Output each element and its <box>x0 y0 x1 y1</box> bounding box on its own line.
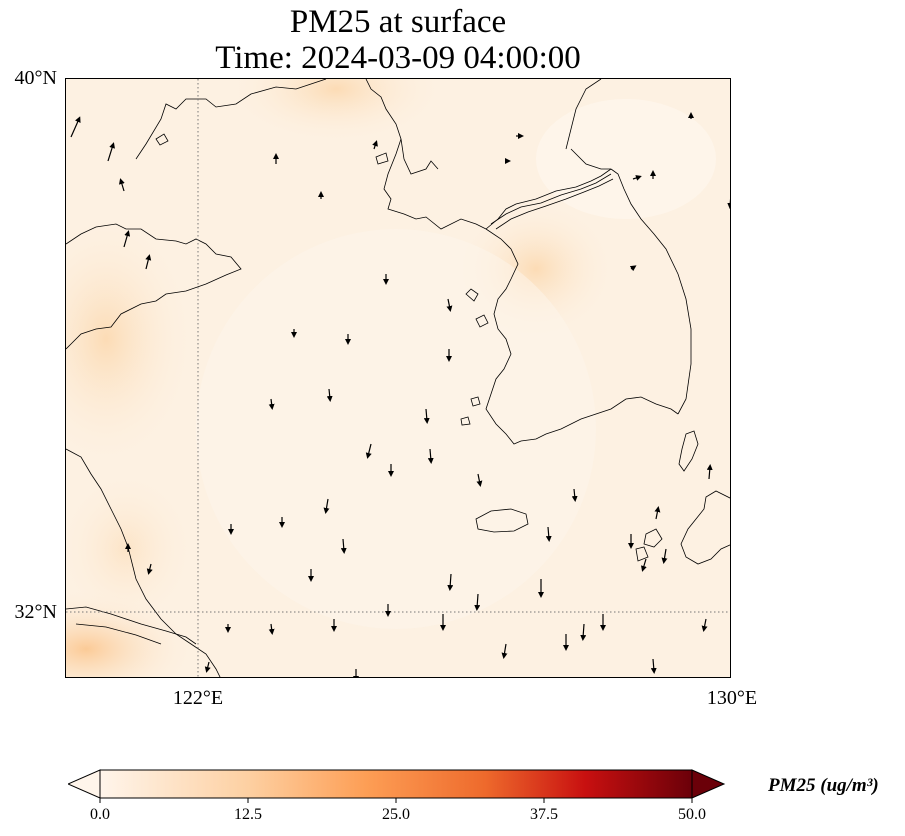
wind-arrow <box>204 661 211 673</box>
wind-arrow <box>323 498 330 514</box>
wind-arrow <box>501 643 508 659</box>
colorbar-tick-50: 50.0 <box>678 806 706 823</box>
gridlines <box>66 79 730 677</box>
wind-arrow <box>701 618 708 632</box>
wind-arrow <box>571 488 578 502</box>
wind-arrow <box>123 230 131 248</box>
wind-arrow <box>727 198 730 209</box>
wind-arrow <box>650 658 657 674</box>
wind-arrow <box>545 526 552 542</box>
wind-arrow <box>474 593 481 611</box>
wind-arrow <box>447 573 454 591</box>
map-title: PM25 at surface Time: 2024-03-09 04:00:0… <box>65 4 731 76</box>
lat-label-32n: 32°N <box>14 601 57 623</box>
colorbar-label: PM25 (ug/m³) <box>768 775 879 796</box>
wind-arrow <box>268 398 275 410</box>
colorbar-extend-high <box>691 769 726 799</box>
title-line-1: PM25 at surface <box>289 4 507 40</box>
wind-arrow <box>706 464 713 480</box>
wind-arrow <box>640 558 647 572</box>
lat-label-40n: 40°N <box>14 67 57 89</box>
wind-arrow <box>146 563 153 575</box>
colorbar <box>68 769 726 803</box>
wind-arrow <box>427 448 434 464</box>
colorbar-tick-0: 0.0 <box>90 806 110 823</box>
wind-arrow <box>632 175 642 181</box>
colorbar-tick-marks <box>99 798 693 803</box>
wind-arrow <box>629 265 637 272</box>
wind-arrow <box>268 623 275 635</box>
wind-arrow <box>118 178 125 192</box>
wind-arrow <box>326 388 333 402</box>
wind-arrow <box>580 623 587 641</box>
wind-arrow <box>476 473 483 487</box>
map-canvas <box>66 79 730 677</box>
lon-label-122e: 122°E <box>172 687 224 709</box>
wind-arrow <box>70 116 81 138</box>
colorbar-tick-25: 25.0 <box>382 806 410 823</box>
colorbar-tick-12-5: 12.5 <box>234 806 262 823</box>
wind-arrow <box>446 298 453 312</box>
wind-vectors <box>70 112 730 677</box>
colorbar-extend-low <box>68 769 101 799</box>
colorbar-tick-37-5: 37.5 <box>530 806 558 823</box>
coastlines <box>66 79 730 677</box>
title-line-2: Time: 2024-03-09 04:00:00 <box>215 40 581 76</box>
lon-label-130e: 130°E <box>706 687 758 709</box>
map-panel <box>65 78 731 678</box>
wind-arrow <box>365 443 372 459</box>
wind-arrow <box>107 142 115 162</box>
wind-arrow <box>340 538 347 554</box>
wind-arrow <box>423 408 430 424</box>
wind-arrow <box>661 548 668 564</box>
colorbar-gradient <box>99 769 693 799</box>
wind-arrow <box>654 506 661 520</box>
wind-arrow <box>372 140 378 150</box>
wind-arrow <box>145 254 152 270</box>
